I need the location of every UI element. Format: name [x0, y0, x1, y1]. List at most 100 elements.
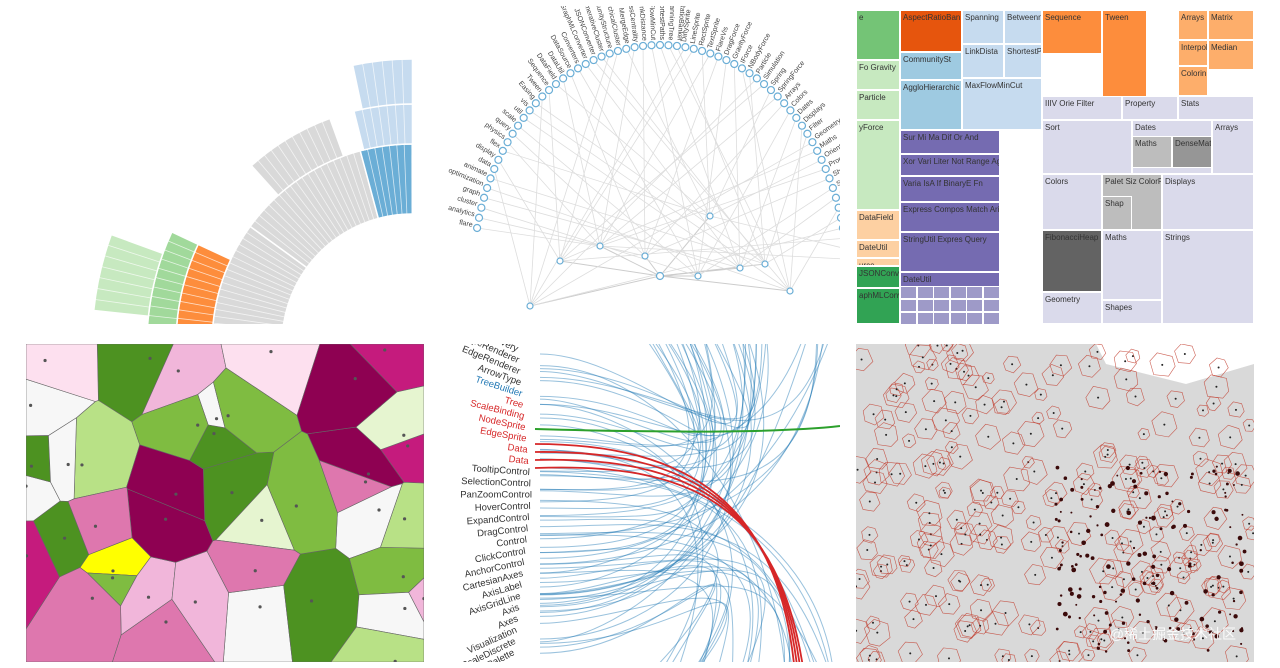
bundle-node-label: HoverControl [475, 501, 531, 514]
map-site [990, 501, 993, 504]
map-voronoi-cell [1139, 572, 1164, 596]
treemap-cell-label: aphMLConv [859, 291, 900, 300]
map-site [1234, 408, 1237, 411]
voronoi-site [226, 414, 230, 418]
bundle-edge [539, 344, 716, 548]
tree-node [786, 287, 794, 295]
bundle-edge-highlight [534, 451, 798, 662]
map-voronoi-cell [882, 383, 910, 409]
map-site [1151, 581, 1156, 586]
treemap-cell [933, 286, 951, 299]
map-voronoi-cell [1098, 445, 1117, 463]
bundle-node-label: DragControl [477, 523, 529, 539]
map-site [1163, 471, 1169, 477]
treemap-cell: CommunitySt [900, 52, 962, 80]
map-site [1225, 482, 1229, 486]
map-voronoi-cell [1195, 458, 1224, 487]
map-voronoi-cell [1055, 538, 1070, 554]
sunburst-divider [403, 104, 406, 145]
map-site [1252, 532, 1254, 535]
bundle-edge [539, 344, 756, 420]
treemap-cell-label: StringUtil Expres Query [903, 235, 987, 244]
map-site [924, 603, 927, 606]
map-voronoi-cell [1190, 534, 1213, 556]
tree-link [562, 78, 601, 247]
map-voronoi-cell [992, 600, 1019, 627]
tree-link [599, 47, 636, 247]
voronoi-site [29, 403, 33, 408]
bundle-edge [539, 344, 717, 518]
map-site [1234, 463, 1237, 466]
bundle-edge [539, 449, 699, 662]
sunburst-divider [284, 189, 330, 245]
map-voronoi-cell [1001, 653, 1017, 662]
map-voronoi-cell [900, 592, 919, 611]
map-site [1015, 477, 1018, 480]
bundle-edge [539, 344, 731, 640]
voronoi-cell [213, 367, 302, 454]
voronoi-cell [330, 626, 424, 662]
treemap-cell [983, 312, 1000, 324]
map-voronoi-cell [912, 360, 926, 374]
treemap-cell: Betweenn [1004, 10, 1042, 44]
map-site [1120, 588, 1126, 593]
map-voronoi-cell [921, 450, 947, 477]
map-site [1059, 594, 1063, 597]
treemap-cell: Arrays [1178, 10, 1208, 40]
map-site [890, 473, 893, 476]
sunburst-divider [391, 59, 396, 105]
map-site [1137, 552, 1142, 558]
map-site [1189, 627, 1192, 630]
sunburst-divider [401, 59, 405, 105]
map-site [1080, 485, 1084, 489]
sunburst-divider [96, 288, 152, 299]
map-voronoi-cell [969, 574, 993, 596]
tree-link [749, 73, 766, 265]
map-voronoi-cell [951, 344, 974, 362]
map-voronoi-cell [1196, 404, 1209, 417]
map-site [1001, 514, 1004, 517]
voronoi-site [230, 491, 234, 495]
tree-link [529, 110, 791, 292]
map-site [1087, 654, 1090, 657]
map-site [964, 630, 967, 633]
sunburst-divider [306, 128, 325, 165]
map-voronoi-cell [861, 526, 879, 544]
map-voronoi-cell [1052, 419, 1073, 439]
map-site [1163, 638, 1168, 643]
map-voronoi-cell [856, 573, 871, 600]
map-voronoi-cell [1044, 481, 1068, 505]
treemap-cell-label: Stats [1181, 99, 1200, 108]
map-voronoi-cell [874, 409, 896, 430]
map-site [1239, 628, 1244, 633]
treemap-cell: Maths [1102, 230, 1162, 300]
treemap-cell-label: Express Compos Match Arithmeti [903, 205, 1000, 214]
voronoi-site [164, 517, 168, 521]
treemap-cell-label: JSONConver [859, 269, 900, 278]
sunburst-divider [221, 281, 289, 305]
tree-node [697, 46, 707, 56]
map-site [1187, 564, 1192, 568]
voronoi-map-panel: @稀土掘金技术社区 [856, 344, 1254, 662]
map-site [1215, 385, 1218, 388]
map-site [966, 625, 969, 628]
map-site [1112, 567, 1115, 570]
voronoi-site [309, 599, 314, 603]
tree-link [739, 197, 837, 269]
sunburst-divider [307, 173, 345, 234]
map-voronoi-cell [914, 593, 938, 616]
treemap-cell [966, 299, 984, 312]
map-site [1115, 600, 1118, 603]
map-site [940, 553, 943, 556]
map-site [1240, 642, 1243, 645]
map-voronoi-cell [1205, 575, 1231, 600]
sunburst-divider [332, 160, 362, 225]
map-voronoi-cell [1082, 649, 1096, 662]
treemap-cell: Stats [1178, 96, 1254, 120]
bundle-edge [539, 499, 719, 662]
map-site [1163, 423, 1166, 426]
map-voronoi-cell [1146, 464, 1160, 479]
map-voronoi-cell [1085, 386, 1111, 410]
map-voronoi-cell [1202, 532, 1224, 553]
map-site [876, 631, 879, 634]
